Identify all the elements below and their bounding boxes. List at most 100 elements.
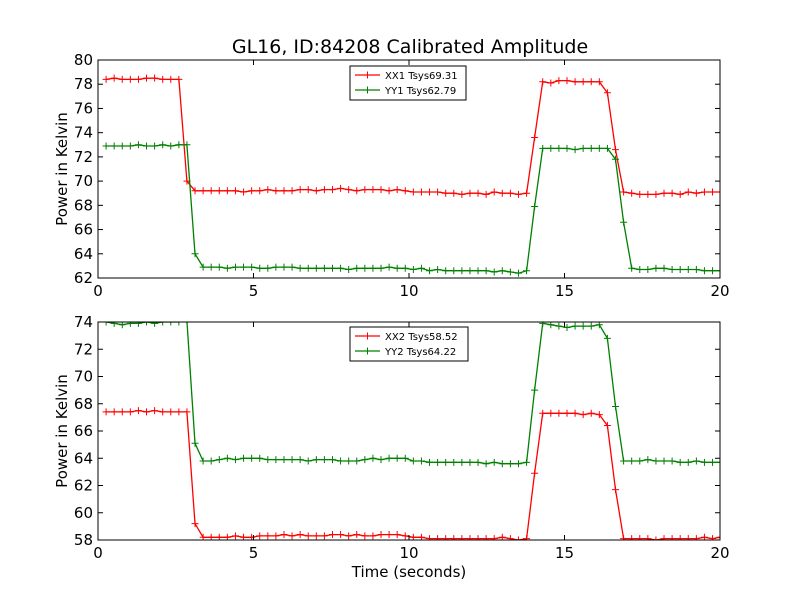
data-point	[628, 264, 636, 272]
y-axis-label: Power in Kelvin	[53, 374, 71, 488]
x-tick-label: 20	[710, 282, 729, 300]
data-point	[506, 268, 514, 276]
data-point	[579, 78, 587, 86]
y-tick-label: 64	[74, 245, 93, 263]
data-point	[377, 456, 385, 464]
data-point	[539, 144, 547, 152]
data-point	[676, 535, 684, 540]
data-point	[199, 187, 207, 195]
data-point	[296, 264, 304, 272]
data-point	[709, 188, 717, 196]
data-point	[426, 188, 434, 196]
data-point	[490, 458, 498, 466]
data-point	[668, 189, 676, 197]
data-point	[240, 188, 248, 196]
data-point	[288, 263, 296, 271]
data-point	[458, 458, 466, 466]
data-point	[579, 144, 587, 152]
series-yy2	[102, 322, 720, 468]
data-point	[531, 203, 539, 211]
data-point	[143, 408, 151, 416]
data-point	[417, 264, 425, 272]
data-point	[571, 409, 579, 417]
data-point	[280, 263, 288, 271]
x-tick-label: 10	[399, 544, 418, 562]
data-point	[595, 78, 603, 86]
data-point	[401, 264, 409, 272]
data-point	[385, 263, 393, 271]
data-point	[587, 409, 595, 417]
data-point	[595, 144, 603, 152]
data-point	[159, 141, 167, 149]
data-point	[409, 266, 417, 274]
data-point	[191, 439, 199, 447]
data-point	[636, 266, 644, 274]
data-point	[498, 460, 506, 468]
legend: XX2 Tsys58.52 YY2 Tsys64.22	[349, 326, 469, 362]
data-point	[587, 322, 595, 330]
data-point	[393, 186, 401, 194]
data-point	[571, 322, 579, 330]
data-point	[377, 531, 385, 539]
y-tick-label: 80	[74, 51, 93, 69]
y-tick-label: 70	[74, 368, 93, 386]
data-point	[636, 190, 644, 198]
data-point	[652, 536, 660, 540]
data-point	[660, 264, 668, 272]
data-point	[716, 267, 720, 275]
data-point	[700, 267, 708, 275]
data-point	[231, 456, 239, 464]
data-point	[571, 146, 579, 154]
data-point	[498, 267, 506, 275]
x-tick-label: 15	[555, 544, 574, 562]
data-point	[167, 75, 175, 83]
legend-label: YY2 Tsys64.22	[384, 347, 456, 358]
data-point	[126, 75, 134, 83]
data-point	[466, 267, 474, 275]
data-point	[450, 535, 458, 540]
data-point	[240, 454, 248, 462]
data-point	[353, 264, 361, 272]
data-point	[280, 456, 288, 464]
data-point	[458, 267, 466, 275]
data-point	[207, 187, 215, 195]
data-point	[506, 460, 514, 468]
data-point	[547, 79, 555, 87]
data-point	[450, 267, 458, 275]
data-point	[272, 187, 280, 195]
data-point	[514, 460, 522, 468]
data-point	[393, 454, 401, 462]
data-point	[514, 190, 522, 198]
subplots: 0 5 10 15 20 62 64 66 68 70 72 74 76 78 80 Power in Kel…	[53, 51, 730, 581]
data-point	[539, 322, 547, 327]
y-tick-label: 66	[74, 422, 93, 440]
data-point	[393, 531, 401, 539]
chart-title: GL16, ID:84208 Calibrated Amplitude	[232, 36, 588, 58]
y-tick-label: 72	[74, 148, 93, 166]
data-point	[159, 408, 167, 416]
data-point	[668, 266, 676, 274]
data-point	[482, 460, 490, 468]
data-point	[264, 264, 272, 272]
data-point	[134, 322, 142, 327]
y-tick-label: 74	[74, 313, 93, 331]
data-point	[199, 263, 207, 271]
data-point	[628, 457, 636, 465]
y-tick-label: 72	[74, 340, 93, 358]
data-point	[134, 75, 142, 83]
data-point	[474, 535, 482, 540]
data-point	[401, 532, 409, 540]
data-point	[490, 268, 498, 276]
data-point	[442, 189, 450, 197]
data-point	[385, 454, 393, 462]
data-point	[547, 409, 555, 417]
y-tick-label: 62	[74, 269, 93, 287]
data-point	[191, 187, 199, 195]
y-tick-label: 66	[74, 221, 93, 239]
data-point	[288, 532, 296, 540]
y-tick-label: 76	[74, 99, 93, 117]
data-point	[514, 269, 522, 277]
data-point	[426, 267, 434, 275]
data-point	[539, 409, 547, 417]
data-point	[692, 189, 700, 197]
